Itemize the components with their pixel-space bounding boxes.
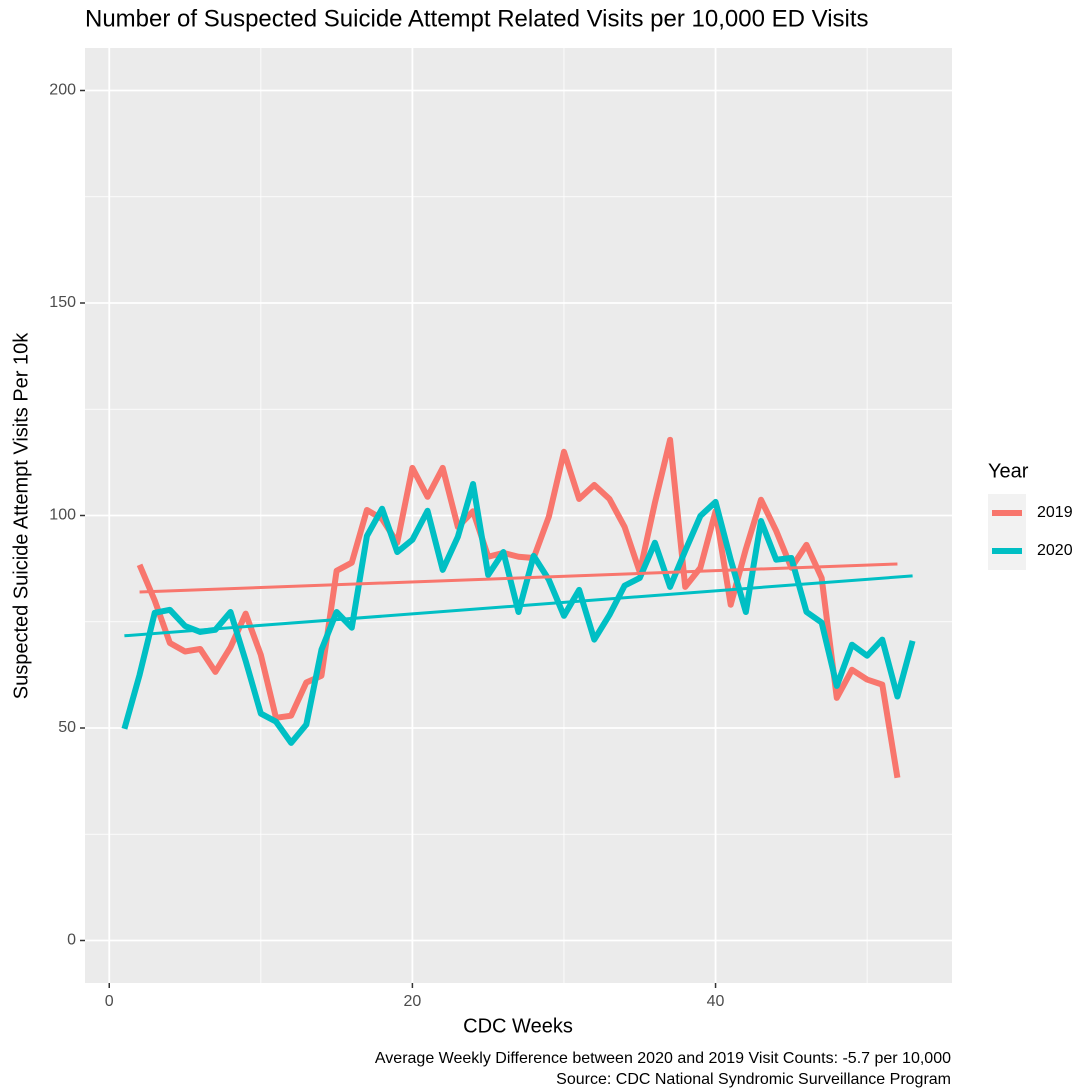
x-tick-label: 0 — [105, 993, 114, 1010]
series-line — [136, 436, 901, 779]
series-layer — [121, 436, 916, 779]
y-tick-label: 100 — [49, 507, 76, 524]
legend-label: 2019 — [1037, 504, 1073, 521]
trend-line — [139, 562, 898, 594]
y-tick-label: 50 — [58, 719, 76, 736]
y-tick-label: 0 — [67, 932, 76, 949]
chart-title: Number of Suspected Suicide Attempt Rela… — [85, 5, 869, 32]
trend-line — [124, 574, 913, 638]
grid — [85, 48, 952, 983]
y-tick-label: 150 — [49, 294, 76, 311]
y-tick-label: 200 — [49, 82, 76, 99]
x-tick-label: 20 — [404, 993, 422, 1010]
y-axis-title: Suspected Suicide Attempt Visits Per 10k — [10, 332, 32, 699]
x-axis-title: CDC Weeks — [463, 1015, 573, 1037]
annotation: Average Weekly Difference between 2020 a… — [375, 1050, 951, 1067]
x-tick-label: 40 — [707, 993, 725, 1010]
series-line — [121, 481, 916, 746]
legend-label: 2020 — [1037, 542, 1073, 559]
annotation: Source: CDC National Syndromic Surveilla… — [556, 1071, 951, 1088]
legend-title: Year — [988, 460, 1029, 482]
